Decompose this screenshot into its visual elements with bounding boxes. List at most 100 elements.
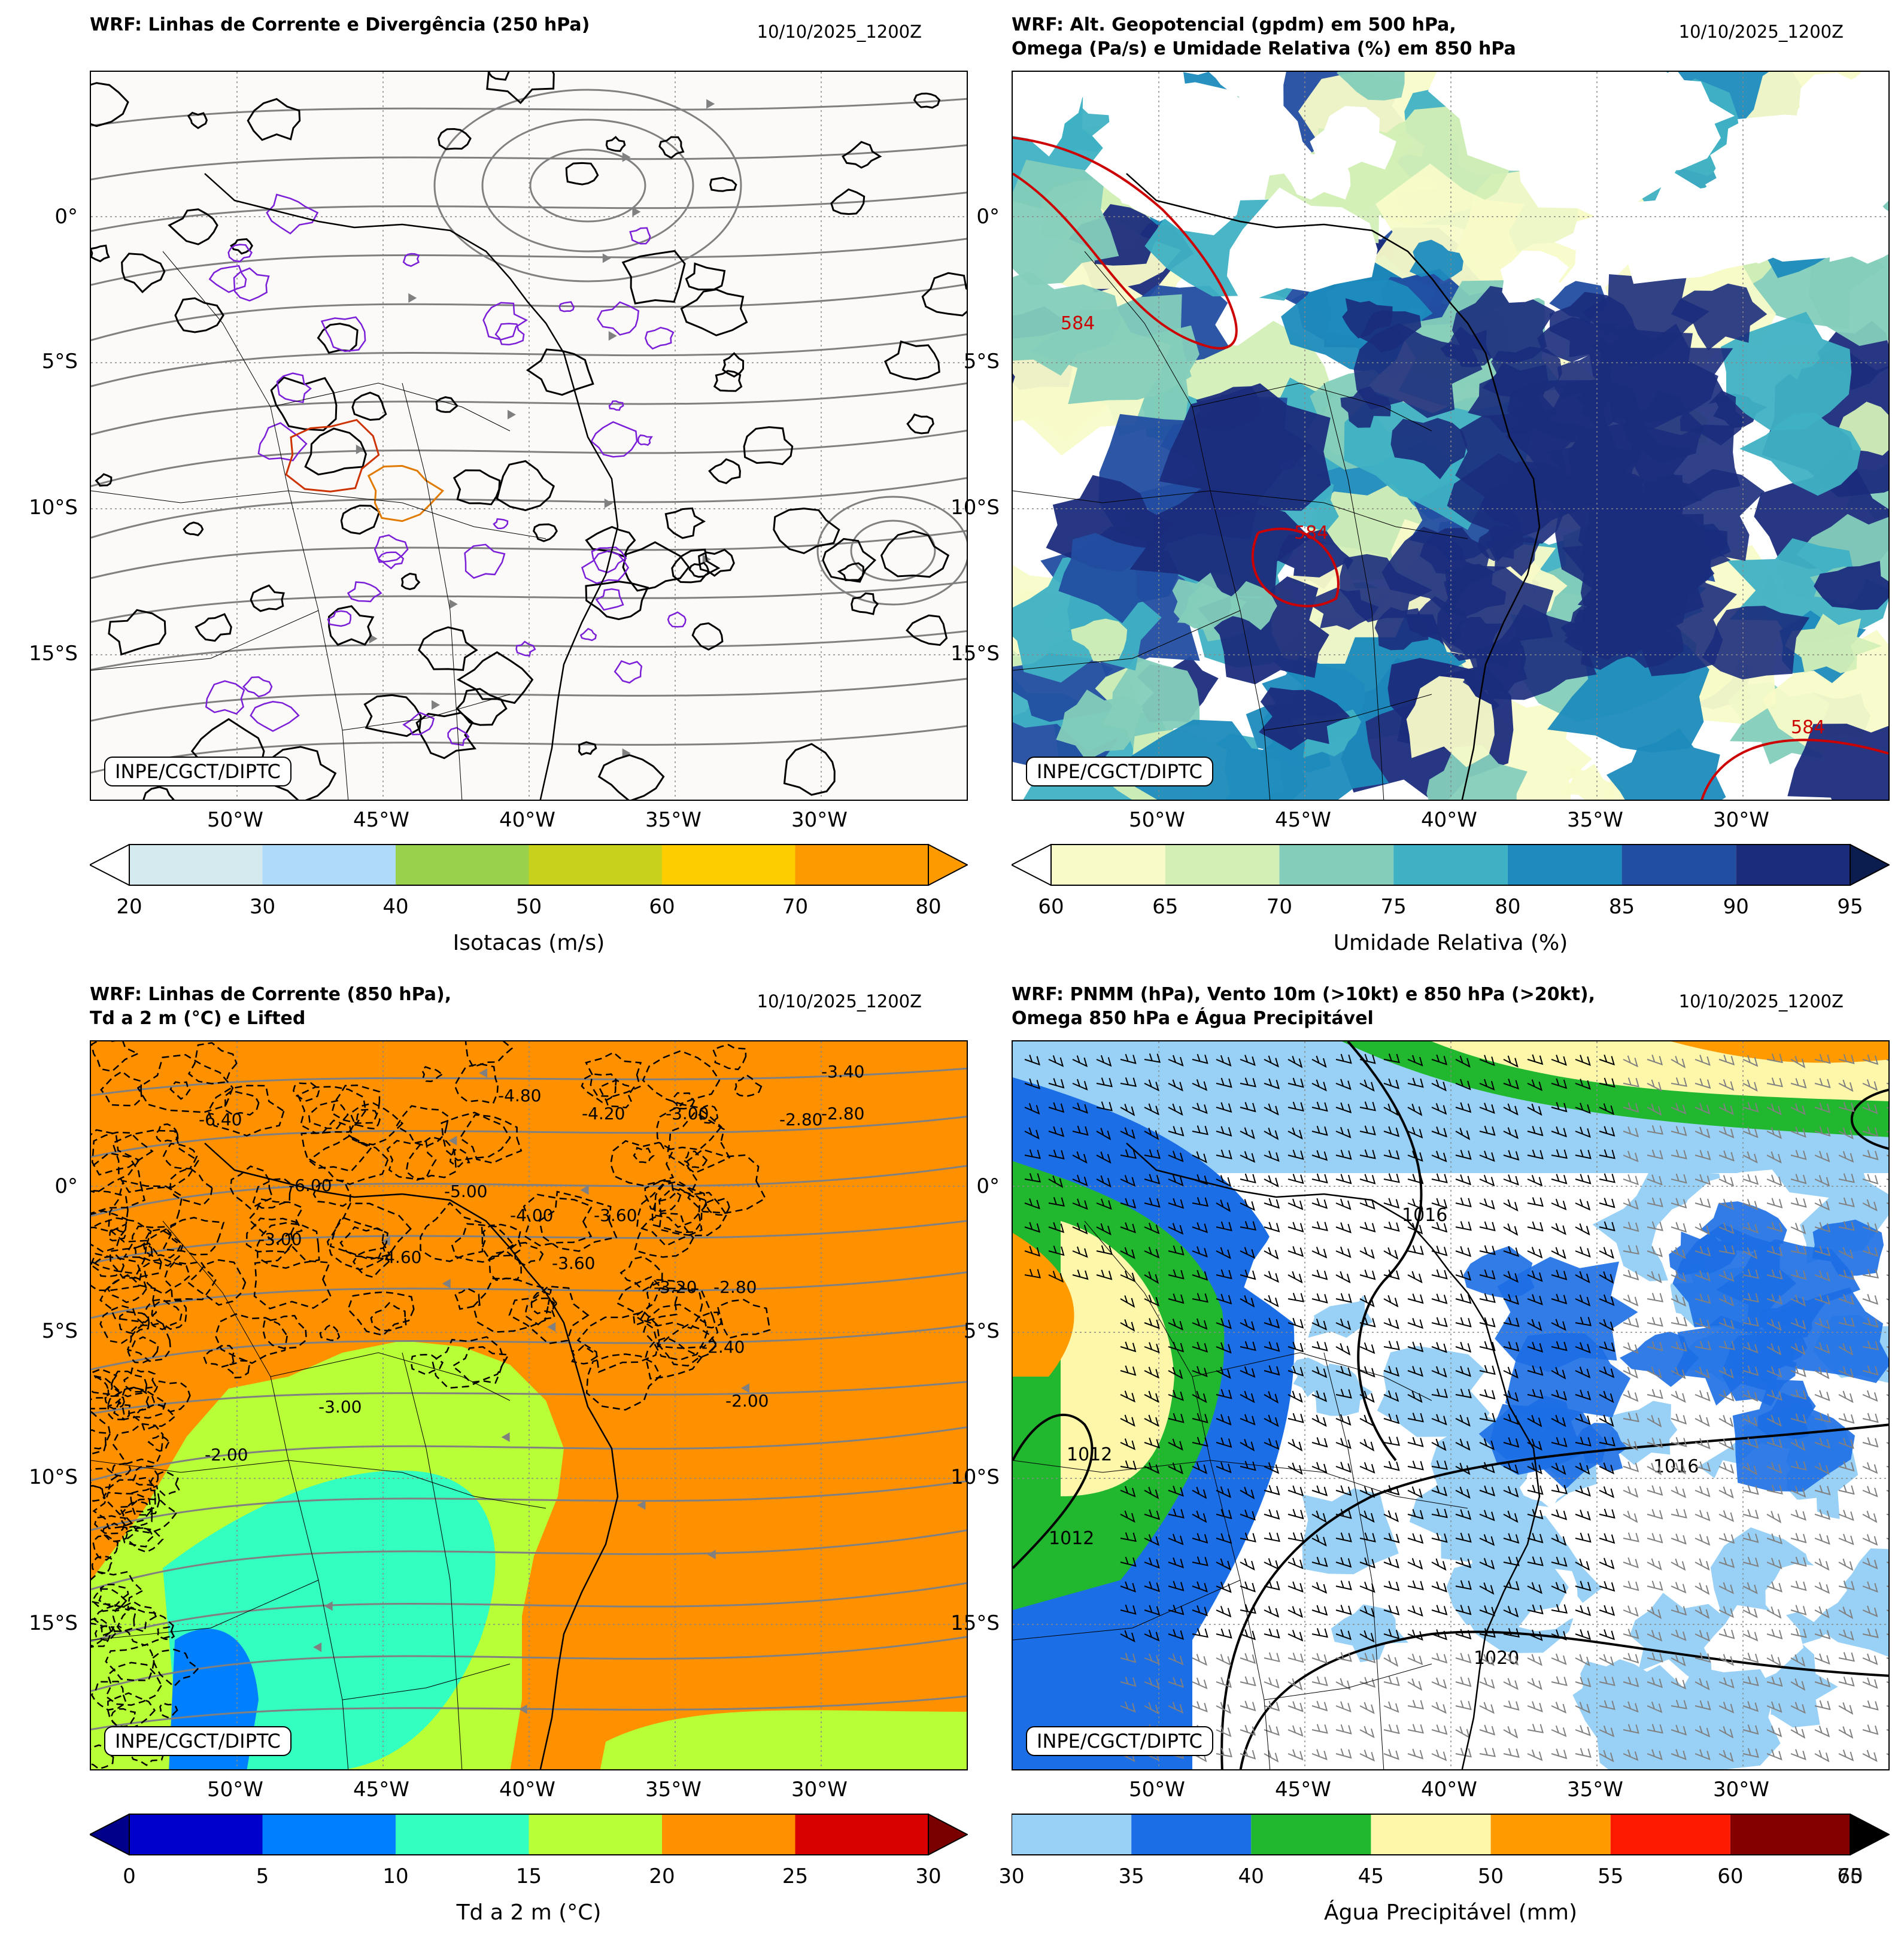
isotach-contour [257,422,308,461]
wind-barb [1814,1485,1831,1496]
lifted-index-contour [91,1376,110,1401]
wind-barb [1862,1628,1879,1638]
wind-barb [1790,1174,1807,1184]
wind-barb [1838,1676,1855,1687]
wind-barb [1359,1390,1375,1403]
wind-barb [1718,1126,1735,1138]
wind-barb [1575,1246,1591,1258]
map-panel-2: WRF: Alt. Geopotencial (gpdm) em 500 hPa… [922,0,1890,970]
humidity-area [1342,298,1393,339]
wind-barb [1144,1103,1159,1116]
humidity-area [1739,412,1862,496]
wind-barb [1455,1079,1471,1091]
wind-barb [1599,1436,1615,1447]
humidity-area [1808,192,1888,264]
colorbar-segment [1736,845,1850,885]
wind-barb [1671,1149,1687,1159]
wind-barb [1240,1173,1256,1184]
wind-barb [1144,1342,1160,1354]
wind-barb [1144,1702,1159,1715]
wind-barb [1647,1149,1663,1160]
wind-barb [1144,1487,1159,1499]
wind-barb [1359,1079,1375,1092]
wind-barb [1192,1581,1208,1593]
wind-barb [1527,1319,1542,1332]
wind-barb [1407,1390,1423,1403]
streamline [91,1116,967,1158]
wind-barb [1264,1509,1280,1520]
lifted-index-contour [112,1600,157,1633]
wind-barb [1311,1221,1328,1232]
wind-barb [1790,1533,1807,1544]
lifted-index-contour [523,1193,593,1247]
state-border [270,1352,511,1401]
lifted-index-contour [187,1259,247,1306]
wind-barb [1287,1439,1303,1451]
wind-barb [1838,1317,1855,1328]
colorbar-tick-label: 60 [649,895,675,919]
colorbar-segment [662,845,795,885]
wind-barb [1479,1677,1495,1689]
colorbar-segment [529,845,662,885]
wind-barb [1144,1053,1161,1063]
wind-barb [1311,1293,1328,1304]
wind-barb [1120,1077,1137,1087]
wind-barb [1742,1556,1759,1568]
wind-barb [1168,1269,1185,1280]
lifted-index-contour [262,1314,308,1349]
lifted-index-contour [108,1180,183,1243]
wind-barb [1695,1223,1710,1235]
wind-barb [1862,1269,1879,1279]
graticule [1013,72,1888,800]
wind-barb [1575,1126,1591,1138]
wind-barb [1575,1509,1591,1521]
lifted-index-contour [111,1129,199,1193]
wind-barb [1144,1390,1159,1403]
wind-barb [1311,1749,1328,1760]
wind-barb [1072,1174,1088,1186]
lifted-index-contour [91,1041,140,1073]
wind-barb [1287,1557,1304,1569]
wind-barb [1527,1462,1542,1475]
divergence-contour [455,688,508,726]
wind-barb [1575,1149,1592,1159]
wind-barb [1814,1629,1831,1640]
lifted-index-contour [224,1089,260,1116]
wind-barb [1790,1726,1806,1739]
lifted-index-contour [162,1217,225,1256]
wind-barb [1742,1055,1759,1067]
wind-barb [1838,1366,1854,1378]
wind-barb [1599,1605,1615,1616]
colorbar-tick-label: 40 [1238,1864,1264,1888]
colorbar-label: Isotacas (m/s) [453,931,605,955]
state-border [1323,1352,1384,1769]
wind-barb [1359,1581,1375,1593]
wind-barb [1479,1293,1496,1304]
wind-barb [1455,1700,1472,1711]
isotach-contour [644,326,675,350]
streamline-arrow [622,152,631,162]
isotach-contour [373,534,409,563]
wind-barb [1407,1150,1423,1162]
wind-barb [1431,1532,1448,1543]
humidity-area [1437,566,1554,669]
isotach-contour [591,546,627,573]
wind-barb [1455,1366,1471,1377]
lifted-index-contour [524,1297,556,1326]
wind-barb [1192,1341,1208,1353]
lifted-index-contour [481,1223,523,1258]
lifted-index-contour [634,1287,719,1349]
lifted-index-contour [530,1292,558,1314]
wind-barb [1742,1247,1758,1260]
wind-barb [1144,1557,1160,1569]
colorbar-segment [396,845,529,885]
wind-barb [1862,1317,1879,1328]
wind-barb [1264,1391,1279,1404]
wind-barb [1431,1438,1447,1451]
wind-barb [1671,1270,1687,1283]
wind-barb [1479,1582,1495,1595]
lifted-index-contour [356,1108,381,1130]
wind-barb [1527,1079,1543,1092]
wind-barb [1168,1150,1184,1162]
